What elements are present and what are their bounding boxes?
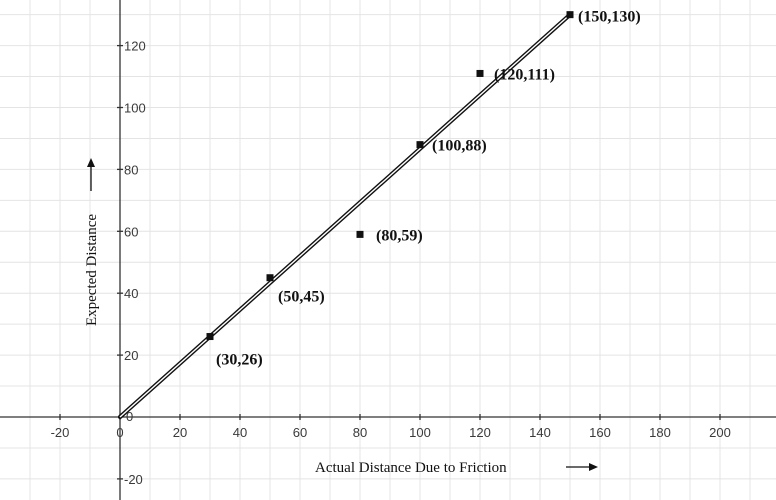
x-tick-label: 20: [173, 425, 187, 440]
data-point: [206, 333, 214, 341]
x-tick-label: 140: [529, 425, 551, 440]
x-tick-label: 60: [293, 425, 307, 440]
x-tick-label: 160: [589, 425, 611, 440]
x-tick-label: 200: [709, 425, 731, 440]
x-tick-label: 40: [233, 425, 247, 440]
data-point-label: (50,45): [278, 289, 325, 306]
y-axis-title-group: Expected Distance: [84, 158, 100, 326]
data-point-label: (80,59): [376, 227, 423, 244]
data-point: [266, 274, 274, 282]
data-labels: (30,26) (50,45) (80,59) (100,88) (120,111) (1…: [216, 9, 641, 369]
x-tick-label: 80: [353, 425, 367, 440]
y-tick-label: 60: [124, 224, 138, 239]
data-point: [566, 11, 574, 19]
y-axis-title: Expected Distance: [84, 214, 100, 326]
x-tick-label: 120: [469, 425, 491, 440]
x-tick-label: 0: [116, 425, 123, 440]
x-tick-label: -20: [51, 425, 70, 440]
data-point-label: (120,111): [494, 66, 555, 83]
x-tick-label: 100: [409, 425, 431, 440]
x-tick-label: 180: [649, 425, 671, 440]
x-axis-arrow-icon: [589, 463, 598, 471]
origin-label: 0: [126, 409, 133, 424]
data-point: [416, 141, 424, 149]
y-tick-label: 80: [124, 162, 138, 177]
data-point-label: (100,88): [432, 138, 487, 155]
y-tick-label: 120: [124, 39, 146, 54]
trend-line: [117, 12, 573, 420]
x-axis-title-group: Actual Distance Due to Friction: [315, 460, 598, 476]
y-tick-label: -20: [124, 472, 143, 487]
x-axis-title: Actual Distance Due to Friction: [315, 460, 507, 476]
y-tick-label: 20: [124, 348, 138, 363]
data-point-label: (150,130): [578, 9, 641, 26]
y-tick-label: 100: [124, 101, 146, 116]
tick-labels: -20 0 20 40 60 80 100 120 140 160 180 200 -20 20 40 60 8…: [51, 39, 731, 487]
trend-line-inner: [119, 14, 571, 418]
data-point: [356, 230, 364, 238]
data-point: [476, 69, 484, 77]
y-tick-label: 40: [124, 286, 138, 301]
data-points: [206, 11, 574, 341]
data-point-label: (30,26): [216, 352, 263, 369]
y-axis-arrow-icon: [87, 158, 95, 167]
